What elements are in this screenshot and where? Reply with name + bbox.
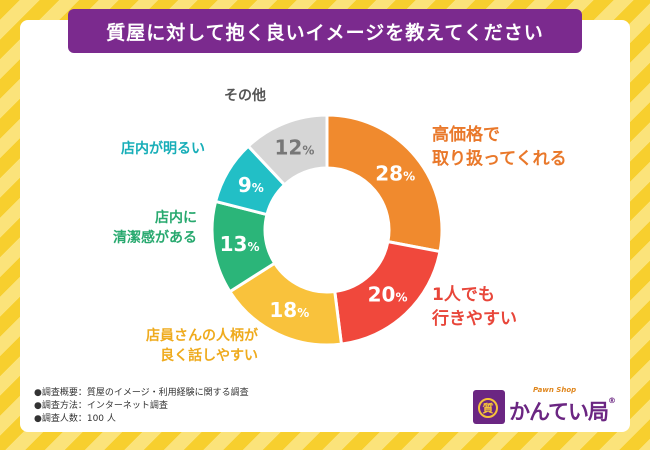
slice-label-1: 1人でも行きやすい (431, 285, 517, 329)
slice-label-5: その他 (224, 87, 266, 104)
slice-value-4: 9% (238, 173, 264, 197)
note-count: ●調査人数：100 人 (34, 414, 116, 424)
slice-label-3: 店内に清潔感がある (113, 209, 197, 246)
slice-value-1: 20% (368, 283, 408, 307)
slice-value-0: 28% (375, 162, 415, 186)
registered-mark: ® (607, 396, 616, 405)
slice-value-2: 18% (269, 298, 309, 322)
brand-logo: 質 Pawn Shop かんてい局® (473, 384, 623, 430)
slice-value-5: 12% (274, 136, 314, 160)
chart-title: 質屋に対して抱く良いイメージを教えてください (68, 9, 582, 53)
slice-1 (333, 239, 442, 346)
logo-mark-icon: 質 (478, 398, 498, 418)
card (20, 20, 630, 432)
survey-notes: ●調査概要：質屋のイメージ・利用経験に関する調査 ●調査方法：インターネット調査… (34, 387, 249, 426)
slice-label-4: 店内が明るい (121, 140, 205, 157)
slice-label-2: 店員さんの人柄が良く話しやすい (146, 327, 259, 364)
slice-0 (325, 113, 444, 254)
logo-name: かんてい局® (509, 396, 616, 426)
note-overview: ●調査概要：質屋のイメージ・利用経験に関する調査 (34, 388, 249, 398)
logo-name-text: かんてい局 (509, 400, 609, 424)
logo-mark-box: 質 (473, 390, 505, 424)
logo-subtitle: Pawn Shop (533, 386, 577, 394)
slice-label-0: 高価格で取り扱ってくれる (432, 124, 567, 169)
note-method: ●調査方法：インターネット調査 (34, 401, 168, 411)
slice-value-3: 13% (220, 232, 260, 256)
slice-5 (246, 113, 329, 187)
